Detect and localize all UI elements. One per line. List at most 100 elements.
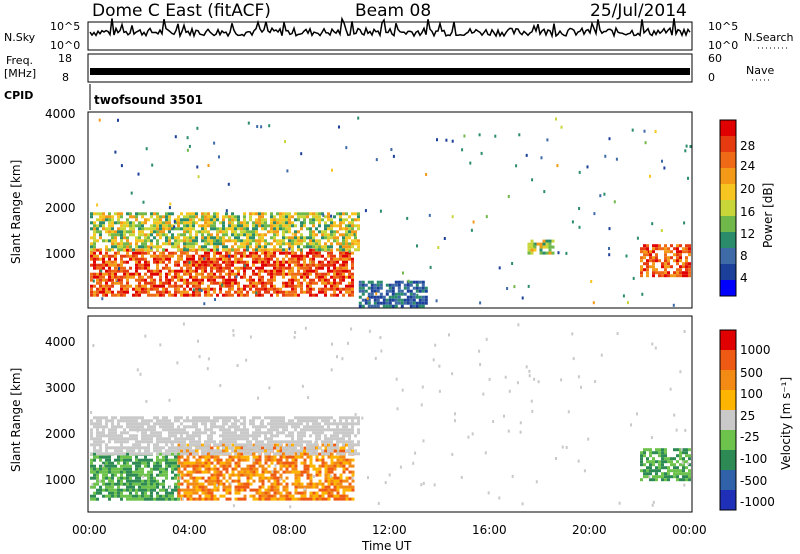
heatmap-cell bbox=[294, 461, 298, 465]
heatmap-cell bbox=[521, 502, 524, 506]
heatmap-cell bbox=[186, 218, 189, 222]
heatmap-cell bbox=[345, 236, 348, 240]
heatmap-cell bbox=[322, 214, 325, 217]
heatmap-cell bbox=[192, 476, 196, 480]
heatmap-cell bbox=[276, 434, 279, 438]
heatmap-cell bbox=[264, 290, 267, 294]
heatmap-cell bbox=[129, 476, 132, 480]
heatmap-cell bbox=[300, 152, 303, 156]
heatmap-cell bbox=[147, 452, 150, 456]
heatmap-cell bbox=[297, 212, 300, 216]
heatmap-cell bbox=[219, 494, 223, 498]
heatmap-cell bbox=[180, 440, 183, 444]
heatmap-cell bbox=[645, 250, 648, 254]
heatmap-cell bbox=[351, 476, 354, 480]
heatmap-cell bbox=[111, 218, 114, 222]
heatmap-cell bbox=[357, 245, 360, 249]
heatmap-cell bbox=[198, 464, 202, 468]
heatmap-cell bbox=[312, 248, 315, 252]
heatmap-cell bbox=[132, 233, 135, 237]
heatmap-cell bbox=[445, 138, 448, 142]
heatmap-cell bbox=[351, 431, 354, 435]
heatmap-cell bbox=[436, 138, 438, 142]
heatmap-cell bbox=[264, 446, 267, 450]
heatmap-cell bbox=[330, 446, 333, 450]
heatmap-cell bbox=[144, 233, 147, 237]
heatmap-cell bbox=[162, 419, 165, 423]
heatmap-cell bbox=[321, 488, 325, 492]
heatmap-cell bbox=[661, 463, 664, 467]
heatmap-cell bbox=[198, 470, 202, 474]
heatmap-cell bbox=[261, 224, 264, 228]
heatmap-cell bbox=[120, 215, 123, 219]
heatmap-cell bbox=[195, 242, 198, 246]
heatmap-cell bbox=[213, 455, 217, 459]
freq-panel-frame bbox=[87, 53, 693, 83]
heatmap-cell bbox=[111, 242, 114, 246]
heatmap-cell bbox=[243, 227, 246, 231]
heatmap-cell bbox=[96, 419, 99, 423]
heatmap-cell bbox=[141, 257, 144, 261]
heatmap-cell bbox=[330, 422, 333, 426]
heatmap-cell bbox=[222, 230, 225, 234]
heatmap-cell bbox=[90, 284, 93, 288]
heatmap-cell bbox=[336, 476, 340, 480]
heatmap-cell bbox=[207, 263, 210, 267]
heatmap-cell bbox=[282, 248, 285, 252]
heatmap-cell bbox=[336, 266, 339, 270]
heatmap-cell bbox=[177, 275, 180, 279]
heatmap-cell bbox=[168, 434, 171, 438]
heatmap-cell bbox=[135, 287, 138, 291]
heatmap-cell bbox=[643, 448, 646, 452]
heatmap-cell bbox=[171, 278, 174, 282]
heatmap-cell bbox=[646, 460, 649, 464]
heatmap-cell bbox=[303, 464, 307, 468]
heatmap-cell bbox=[213, 416, 216, 420]
heatmap-cell bbox=[204, 449, 207, 453]
heatmap-cell bbox=[688, 244, 691, 248]
heatmap-cell bbox=[156, 266, 159, 270]
heatmap-cell bbox=[105, 482, 108, 486]
heatmap-cell bbox=[156, 464, 159, 468]
heatmap-cell bbox=[90, 494, 93, 498]
heatmap-cell bbox=[300, 419, 303, 423]
heatmap-cell bbox=[300, 233, 303, 237]
heatmap-cell bbox=[312, 287, 315, 291]
heatmap-cell bbox=[210, 461, 214, 465]
heatmap-cell bbox=[198, 497, 202, 501]
heatmap-cell bbox=[144, 440, 147, 444]
heatmap-cell bbox=[108, 497, 111, 501]
heatmap-cell bbox=[120, 242, 123, 246]
colorbar-border bbox=[719, 119, 737, 297]
heatmap-cell bbox=[198, 440, 201, 444]
heatmap-cell bbox=[243, 419, 246, 423]
heatmap-cell bbox=[567, 410, 570, 414]
heatmap-cell bbox=[451, 215, 454, 219]
heatmap-cell bbox=[342, 455, 346, 459]
heatmap-cell bbox=[339, 281, 342, 285]
heatmap-cell bbox=[111, 422, 114, 426]
heatmap-cell bbox=[303, 218, 306, 222]
heatmap-cell bbox=[105, 461, 108, 465]
heatmap-cell bbox=[99, 278, 102, 282]
heatmap-cell bbox=[198, 494, 202, 498]
heatmap-cell bbox=[291, 281, 294, 285]
heatmap-cell bbox=[102, 221, 105, 225]
heatmap-cell bbox=[297, 434, 300, 438]
heatmap-cell bbox=[309, 290, 312, 294]
heatmap-cell bbox=[640, 460, 643, 464]
heatmap-cell bbox=[342, 269, 345, 273]
heatmap-cell bbox=[186, 269, 189, 273]
heatmap-cell bbox=[339, 440, 342, 444]
heatmap-cell bbox=[270, 284, 273, 288]
heatmap-cell bbox=[320, 428, 323, 432]
heatmap-cell bbox=[273, 266, 276, 270]
heatmap-cell bbox=[141, 497, 144, 501]
heatmap-cell bbox=[270, 494, 274, 498]
heatmap-cell bbox=[153, 221, 156, 225]
heatmap-cell bbox=[246, 260, 249, 264]
heatmap-cell bbox=[288, 227, 291, 231]
heatmap-cell bbox=[379, 209, 382, 213]
heatmap-cell bbox=[270, 254, 273, 258]
heatmap-cell bbox=[114, 245, 117, 249]
